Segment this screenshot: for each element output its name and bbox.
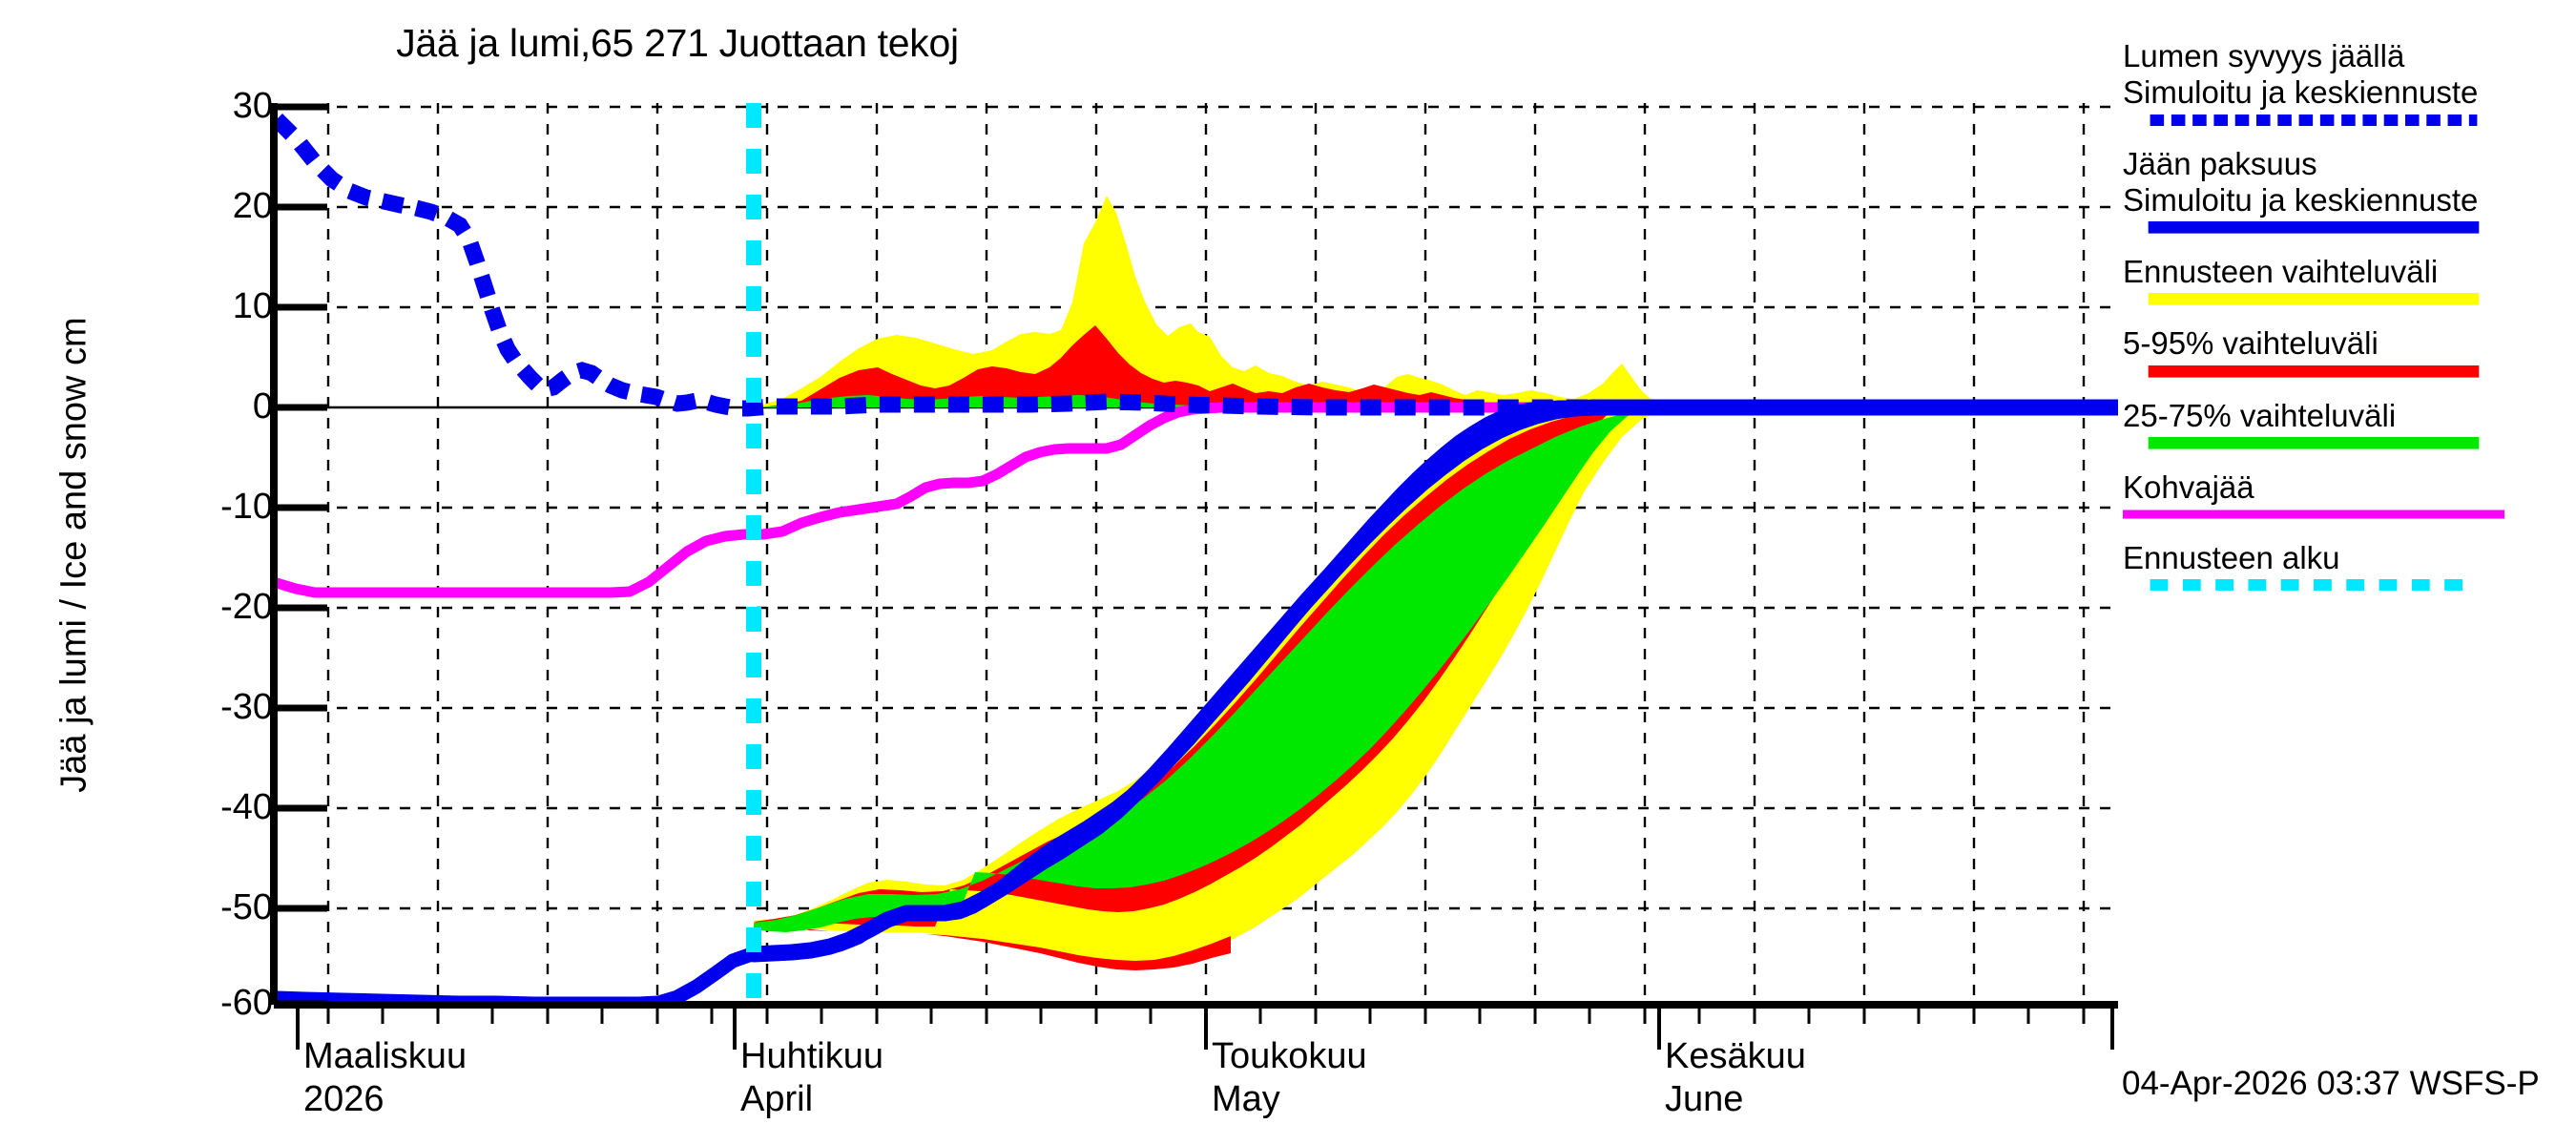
- y-tick-30: 30: [232, 86, 273, 126]
- y-tick--10: -10: [220, 487, 273, 527]
- y-tick-0: 0: [252, 386, 273, 427]
- y-tick--50: -50: [220, 887, 273, 927]
- x-axis-month-ticks: [296, 1005, 2114, 1050]
- legend-swatch-forecast-range: [2148, 292, 2480, 305]
- snow-range-red-band: [754, 325, 2118, 407]
- y-tick--60: -60: [220, 983, 273, 1023]
- legend-label-slush-ice: Kohvajää: [2123, 468, 2254, 505]
- y-axis-label: Jää ja lumi / Ice and snow cm: [53, 317, 94, 793]
- legend-label-range-5-95: 5-95% vaihteluväli: [2123, 325, 2379, 362]
- x-tick-april-en: April: [740, 1078, 814, 1119]
- y-tick--40: -40: [220, 787, 273, 827]
- chart-title: Jää ja lumi,65 271 Juottaan tekoj: [396, 21, 959, 65]
- x-tick-may-en: May: [1212, 1078, 1280, 1119]
- y-tick-20: 20: [232, 186, 273, 226]
- legend-swatch-ice-thickness: [2148, 220, 2480, 234]
- legend-swatch-slush-ice: [2123, 510, 2504, 519]
- ice-median-band: [745, 399, 2118, 963]
- legend: Lumen syvyys jäällä Simuloitu ja keskien…: [2123, 38, 2571, 603]
- x-tick-june-en: June: [1665, 1078, 1744, 1119]
- x-tick-june: Kesäkuu June: [1665, 1035, 1806, 1121]
- legend-label-forecast-range: Ennusteen vaihteluväli: [2123, 254, 2439, 290]
- vertical-gridlines: [326, 103, 2086, 1005]
- legend-label-forecast-start: Ennusteen alku: [2123, 540, 2340, 576]
- x-tick-may: Toukokuu May: [1212, 1035, 1367, 1121]
- x-tick-march-fi: Maaliskuu: [303, 1036, 467, 1076]
- legend-item-forecast-start: Ennusteen alku: [2123, 540, 2571, 595]
- legend-swatch-forecast-start: [2150, 579, 2478, 592]
- legend-label-ice-thickness-line2: Simuloitu ja keskiennuste: [2123, 181, 2479, 218]
- legend-item-slush-ice: Kohvajää: [2123, 469, 2571, 525]
- x-tick-march: Maaliskuu 2026: [303, 1035, 467, 1121]
- legend-swatch-range-5-95: [2148, 364, 2480, 378]
- timestamp-label: 04-Apr-2026 03:37 WSFS-P: [2122, 1065, 2540, 1102]
- ice-range-green-band: [754, 407, 1679, 932]
- x-tick-may-fi: Toukokuu: [1212, 1036, 1367, 1076]
- y-tick-10: 10: [232, 286, 273, 326]
- x-tick-april: Huhtikuu April: [740, 1035, 883, 1121]
- y-axis-ticks: [274, 103, 327, 1008]
- x-axis-minor-ticks: [326, 1005, 2086, 1024]
- x-tick-march-en: 2026: [303, 1078, 384, 1119]
- legend-item-snow-depth-on-ice: Lumen syvyys jäällä Simuloitu ja keskien…: [2123, 38, 2571, 131]
- legend-label-snow-depth-line1: Lumen syvyys jäällä: [2123, 38, 2405, 73]
- y-tick--20: -20: [220, 587, 273, 627]
- legend-item-ice-thickness: Jään paksuus Simuloitu ja keskiennuste: [2123, 146, 2571, 239]
- legend-swatch-snow-depth: [2150, 114, 2478, 126]
- x-tick-april-fi: Huhtikuu: [740, 1036, 883, 1076]
- y-tick--30: -30: [220, 687, 273, 727]
- legend-item-range-25-75: 25-75% vaihteluväli: [2123, 398, 2571, 454]
- legend-label-ice-thickness-line1: Jään paksuus: [2123, 145, 2317, 181]
- legend-item-forecast-range: Ennusteen vaihteluväli: [2123, 254, 2571, 310]
- snow-depth-line: [274, 113, 2118, 417]
- x-tick-june-fi: Kesäkuu: [1665, 1036, 1806, 1076]
- legend-label-range-25-75: 25-75% vaihteluväli: [2123, 397, 2397, 433]
- legend-swatch-range-25-75: [2148, 436, 2480, 449]
- kohvajaa-line: [274, 402, 2118, 598]
- legend-item-range-5-95: 5-95% vaihteluväli: [2123, 325, 2571, 382]
- legend-label-snow-depth-line2: Simuloitu ja keskiennuste: [2123, 74, 2479, 111]
